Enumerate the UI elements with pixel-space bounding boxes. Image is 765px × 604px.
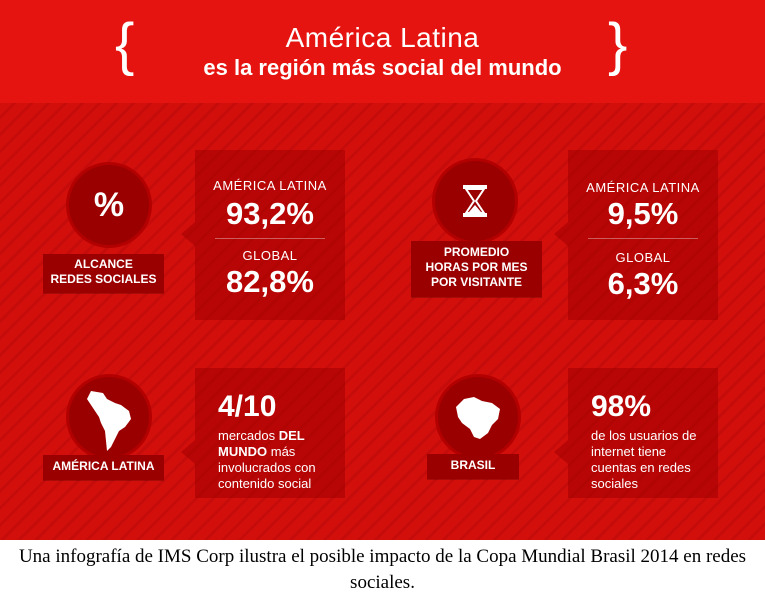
header-banner xyxy=(0,0,765,103)
alcance-global-label: GLOBAL xyxy=(242,248,298,263)
alcance-region-label: AMÉRICA LATINA xyxy=(213,178,327,193)
alcance-global-value: 82,8% xyxy=(226,264,314,299)
hourglass-icon xyxy=(463,185,487,217)
horas-region-value: 9,5% xyxy=(607,196,679,231)
title-line-2: es la región más social del mundo xyxy=(203,55,562,80)
america-label: AMÉRICA LATINA xyxy=(43,455,164,480)
horas-global-label: GLOBAL xyxy=(615,250,671,265)
latin-america-map-icon-circle xyxy=(66,374,152,460)
hourglass-icon-circle xyxy=(432,158,518,244)
alcance-label: ALCANCE REDES SOCIALES xyxy=(43,254,164,293)
horas-panel: AMÉRICA LATINA 9,5% GLOBAL 6,3% xyxy=(554,150,718,320)
horas-divider xyxy=(588,238,698,239)
america-stat: 4/10 xyxy=(218,390,277,423)
latin-america-map-icon xyxy=(87,391,131,451)
alcance-divider xyxy=(215,238,325,239)
alcance-panel: AMÉRICA LATINA 93,2% GLOBAL 82,8% xyxy=(181,150,345,320)
horas-label: PROMEDIO HORAS POR MES POR VISITANTE xyxy=(411,241,542,297)
brazil-map-icon xyxy=(456,397,500,439)
america-text: mercados DEL MUNDO más involucrados con … xyxy=(218,428,338,492)
brazil-map-icon-circle xyxy=(435,374,521,460)
horas-region-label: AMÉRICA LATINA xyxy=(586,180,700,195)
america-text-pre: mercados xyxy=(218,428,276,443)
percent-icon-circle: % xyxy=(66,162,152,248)
infographic: { } América Latina es la región más soci… xyxy=(0,0,765,540)
title-line-1: América Latina xyxy=(285,22,480,53)
brasil-text: de los usuarios de internet tiene cuenta… xyxy=(591,428,697,491)
brasil-stat: 98% xyxy=(591,390,652,423)
right-brace: } xyxy=(608,12,628,77)
america-panel: 4/10 mercados DEL MUNDO más involucrados… xyxy=(181,368,345,498)
horas-global-value: 6,3% xyxy=(607,266,679,301)
caption: Una infografía de IMS Corp ilustra el po… xyxy=(18,546,747,593)
left-brace: { xyxy=(115,12,135,77)
brasil-label: BRASIL xyxy=(427,454,519,479)
percent-icon: % xyxy=(93,186,125,224)
america-text-bold: DEL MUNDO xyxy=(218,428,305,459)
alcance-region-value: 93,2% xyxy=(226,196,314,231)
brasil-panel: 98% de los usuarios de internet tiene cu… xyxy=(554,368,718,498)
america-text-post: más involucrados con contenido social xyxy=(218,444,316,491)
